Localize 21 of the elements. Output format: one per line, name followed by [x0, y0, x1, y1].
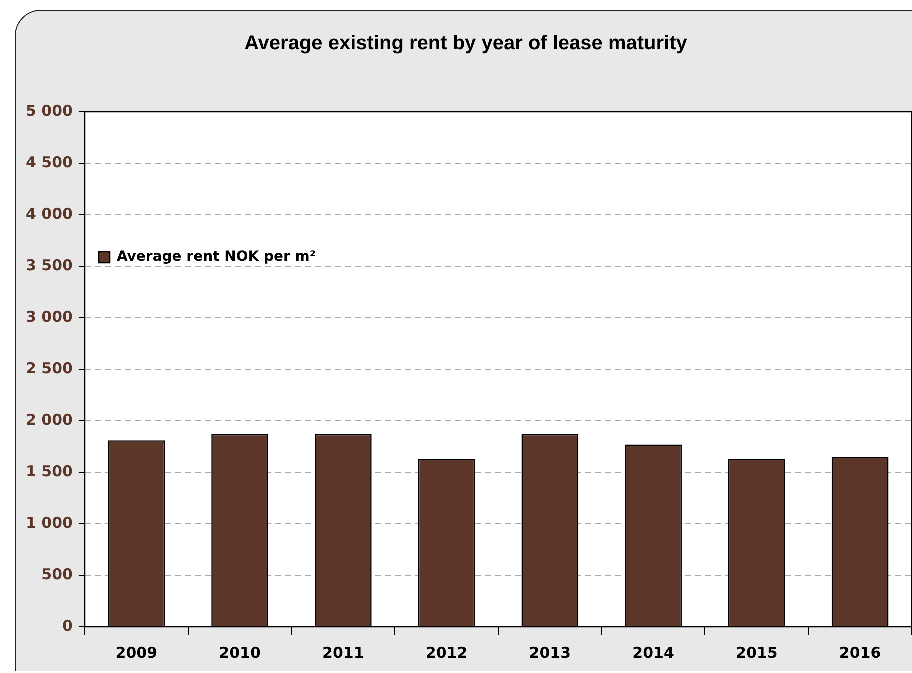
x-tick-label: 2009 — [116, 644, 158, 662]
legend-label: Average rent NOK per m² — [116, 249, 316, 266]
x-tick-label: 2015 — [736, 644, 778, 662]
y-tick-label: 0 — [62, 616, 73, 635]
y-tick-label: 5 000 — [26, 102, 73, 120]
x-tick-label: 2016 — [839, 644, 882, 662]
x-tick-label: 2014 — [632, 644, 674, 662]
y-tick-label: 4 000 — [26, 204, 73, 223]
x-tick-label: 2013 — [529, 644, 572, 662]
x-tick-label: 2010 — [219, 644, 261, 662]
chart-title: Average existing rent by year of lease maturity — [244, 32, 688, 55]
y-tick-label: 4 500 — [26, 153, 73, 172]
y-tick-label: 3 000 — [26, 308, 73, 326]
y-tick-label: 500 — [42, 565, 73, 584]
y-tick-label: 2 000 — [26, 410, 73, 429]
y-tick-label: 1 500 — [26, 462, 73, 480]
y-tick-label: 1 000 — [26, 514, 73, 532]
x-tick-label: 2012 — [426, 644, 468, 662]
y-tick-label: 2 500 — [26, 359, 73, 378]
y-tick-label: 3 500 — [26, 256, 73, 274]
x-tick-label: 2011 — [322, 644, 364, 662]
